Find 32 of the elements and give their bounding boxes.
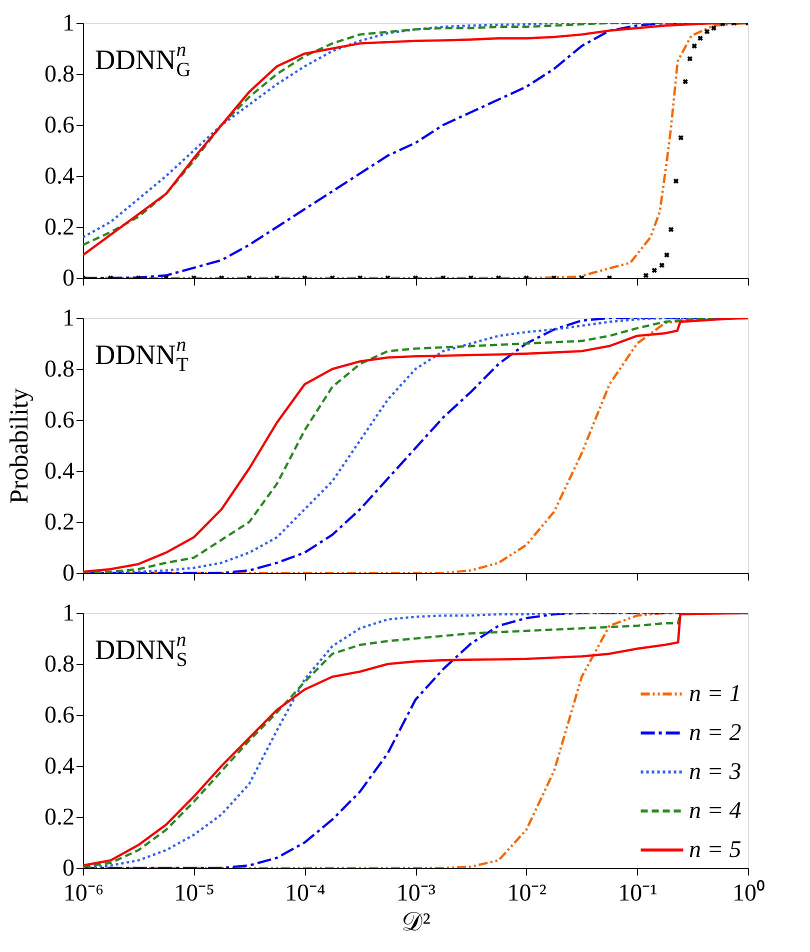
x-tick-label: 10⁻⁵ [174,880,215,906]
y-tick-label: 0.6 [44,408,74,434]
y-tick-label: 0.8 [44,652,74,678]
x-tick-label: 10⁻⁶ [63,880,104,906]
y-tick-label: 0.4 [44,754,74,780]
legend-label: n = 2 [689,720,742,746]
y-axis-title: Probability [4,388,34,504]
y-tick-label: 1 [62,10,74,36]
y-tick-label: 0.4 [44,164,74,190]
y-tick-label: 0.6 [44,112,74,138]
x-tick-label: 10⁻³ [396,880,436,906]
x-tick-label: 10⁻¹ [618,880,658,906]
legend-label: n = 3 [689,759,742,785]
y-tick-label: 0.6 [44,702,74,728]
x-axis-title: 𝒟² [402,908,431,936]
y-tick-label: 0.4 [44,458,74,484]
legend-label: n = 4 [689,798,742,824]
y-tick-label: 0 [62,560,74,586]
legend-label: n = 5 [689,837,742,863]
x-tick-label: 10⁰ [732,880,764,906]
y-tick-label: 0 [62,266,74,292]
y-tick-label: 0.2 [44,214,74,240]
y-tick-label: 0.8 [44,356,74,382]
y-tick-label: 1 [62,600,74,626]
y-tick-label: 0.2 [44,510,74,536]
x-tick-label: 10⁻⁴ [284,880,326,906]
x-tick-label: 10⁻² [507,880,546,906]
y-tick-label: 0.8 [44,62,74,88]
legend-label: n = 1 [689,681,742,707]
y-tick-label: 0 [62,856,74,882]
y-tick-label: 0.2 [44,804,74,830]
y-tick-label: 1 [62,306,74,332]
